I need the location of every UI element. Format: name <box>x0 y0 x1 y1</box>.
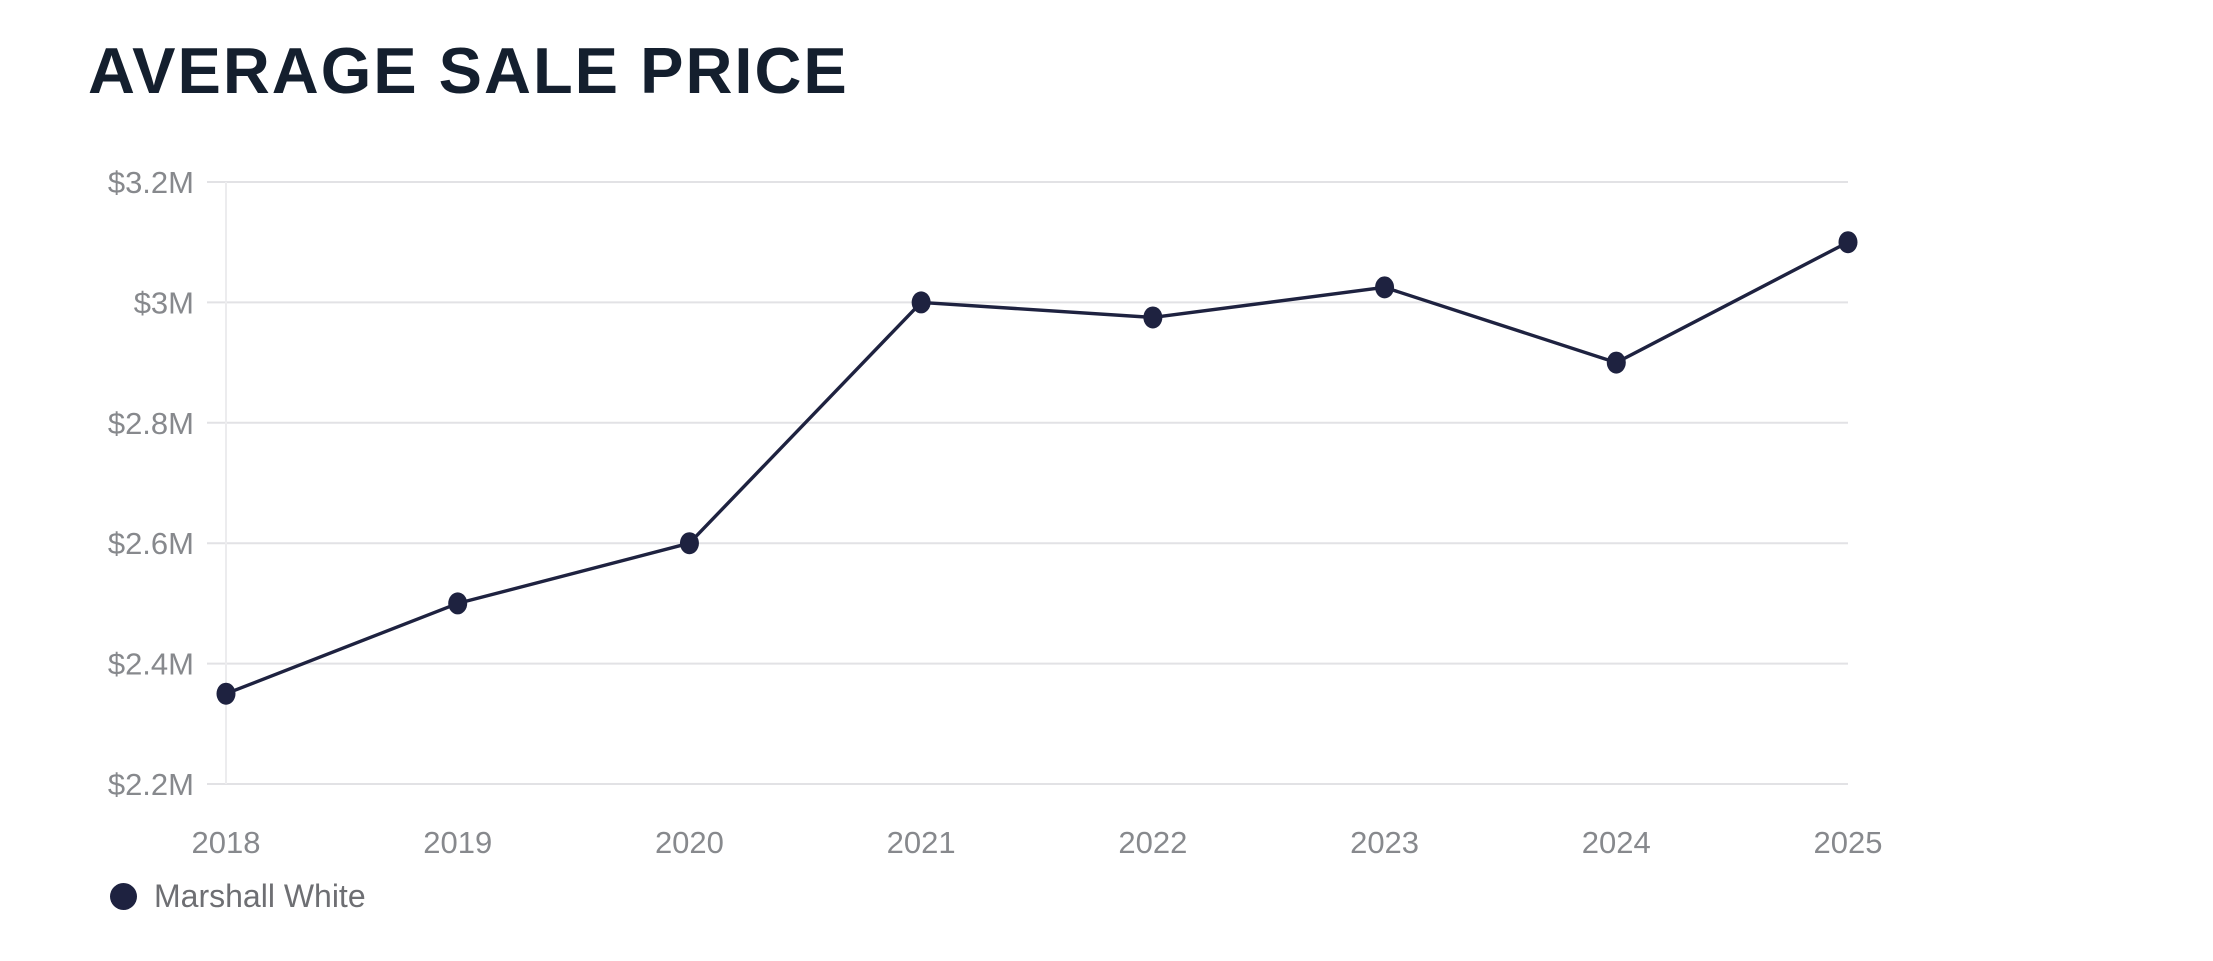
y-axis-tick-label--2-8m: $2.8M <box>108 406 194 441</box>
data-point-marshall-white-2025[interactable] <box>1838 231 1858 254</box>
legend-marker-icon <box>110 883 137 911</box>
series-line-marshall-white <box>224 240 1850 696</box>
y-axis-tick-label--2-2m: $2.2M <box>108 767 194 802</box>
data-point-marshall-white-2020[interactable] <box>679 532 699 555</box>
x-axis-tick-label-2021: 2021 <box>887 825 956 860</box>
x-axis-tick-label-2025: 2025 <box>1814 825 1883 860</box>
x-axis-tick-label-2019: 2019 <box>423 825 492 860</box>
data-point-marshall-white-2022[interactable] <box>1143 306 1163 329</box>
data-point-marshall-white-2021[interactable] <box>911 291 931 314</box>
data-point-marshall-white-2019[interactable] <box>448 592 468 615</box>
data-point-marshall-white-2024[interactable] <box>1606 351 1626 374</box>
chart-title: AVERAGE SALE PRICE <box>88 34 849 107</box>
data-point-marshall-white-2023[interactable] <box>1375 276 1395 299</box>
x-axis-tick-label-2018: 2018 <box>192 825 261 860</box>
y-axis-tick-label--3m: $3M <box>134 285 194 320</box>
x-axis-tick-label-2024: 2024 <box>1582 825 1651 860</box>
data-point-marshall-white-2018[interactable] <box>216 682 236 705</box>
x-axis-tick-label-2022: 2022 <box>1118 825 1187 860</box>
x-axis-tick-label-2020: 2020 <box>655 825 724 860</box>
x-axis-tick-label-2023: 2023 <box>1350 825 1419 860</box>
y-axis-tick-label--2-6m: $2.6M <box>108 526 194 561</box>
legend-series-label: Marshall White <box>154 878 366 914</box>
y-axis-tick-label--3-2m: $3.2M <box>108 165 194 200</box>
chart-legend[interactable]: Marshall White <box>110 878 366 914</box>
y-axis-tick-label--2-4m: $2.4M <box>108 647 194 682</box>
